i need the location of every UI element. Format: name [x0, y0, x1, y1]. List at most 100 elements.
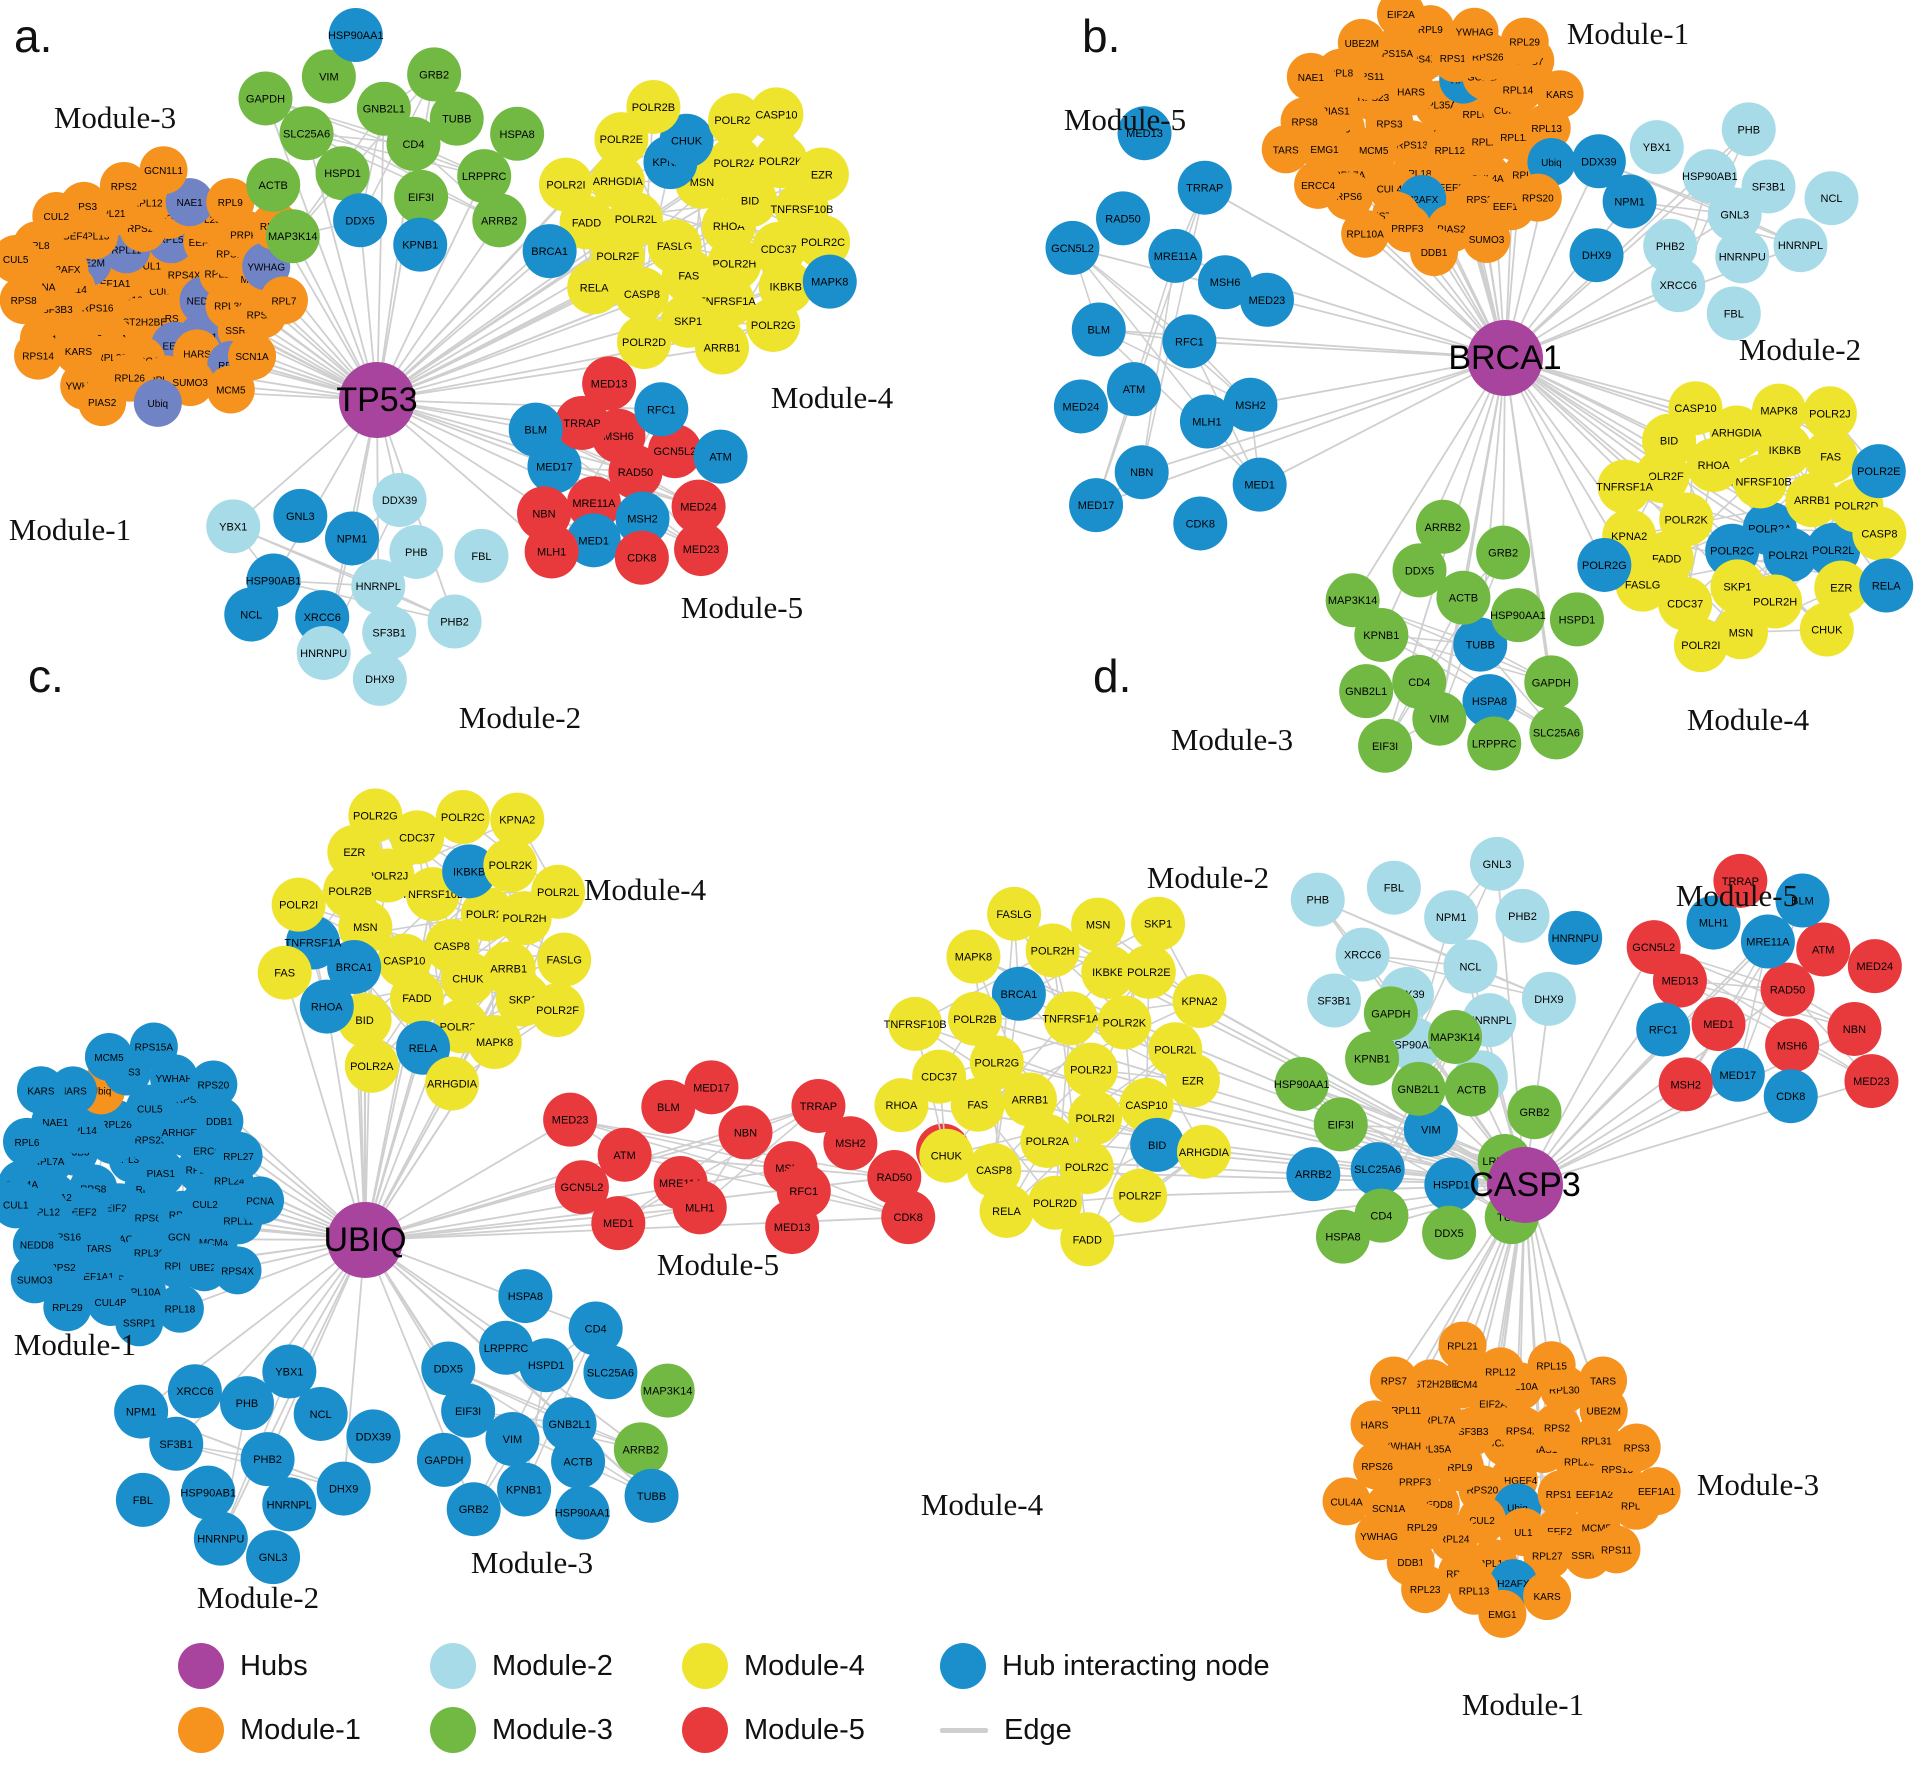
gene-label: YWHAG	[1360, 1532, 1398, 1543]
gene-node	[874, 1078, 929, 1133]
gene-node	[483, 838, 538, 893]
module-label: Module-2	[459, 700, 581, 735]
gene-label: RPS7	[1381, 1377, 1408, 1388]
gene-label: FASLG	[1625, 580, 1660, 592]
gene-node	[84, 1032, 133, 1081]
gene-label: RPS8	[1292, 117, 1319, 128]
gene-node	[490, 106, 545, 161]
gene-label: HNRNPL	[1778, 240, 1823, 252]
gene-node	[791, 1078, 846, 1133]
gene-label: DHX9	[1582, 250, 1611, 262]
gene-label: BLM	[524, 425, 547, 437]
gene-node	[1176, 1124, 1231, 1179]
gene-node	[1740, 914, 1795, 969]
gene-label: POLR2F	[596, 251, 639, 263]
gene-label: RPL21	[1447, 1342, 1478, 1353]
gene-label: SUMO3	[172, 378, 208, 389]
gene-node	[429, 91, 484, 146]
gene-label: EZR	[811, 169, 833, 181]
gene-label: MCM5	[94, 1053, 124, 1064]
gene-node	[1803, 429, 1858, 484]
gene-node	[327, 940, 382, 995]
gene-label: RAD50	[1105, 213, 1140, 225]
gene-label: ARHGDIA	[1712, 427, 1763, 439]
gene-label: MCM4	[199, 1238, 229, 1249]
gene-node	[167, 1364, 222, 1419]
gene-label: DDX39	[1581, 156, 1616, 168]
gene-node	[1721, 102, 1776, 157]
gene-label: UL1	[143, 261, 162, 272]
gene-node	[1020, 1113, 1075, 1168]
gene-label: PHB2	[253, 1454, 282, 1466]
gene-node	[1799, 602, 1854, 657]
gene-label: MSH6	[1777, 1040, 1808, 1052]
gene-label: RPL6	[14, 1138, 39, 1149]
gene-label: SKP1	[1723, 581, 1751, 593]
gene-label: PHB	[1306, 895, 1329, 907]
gene-node	[1453, 617, 1508, 672]
gene-label: POLR2K	[759, 156, 803, 168]
gene-label: CDK8	[894, 1212, 923, 1224]
gene-label: CASP10	[1674, 403, 1716, 415]
gene-node	[1476, 525, 1531, 580]
gene-node	[1071, 897, 1126, 952]
gene-node	[1569, 228, 1624, 283]
gene-label: RPS3	[1376, 119, 1403, 130]
module-label: Module-2	[1147, 860, 1269, 895]
gene-label: XRCC6	[1344, 950, 1381, 962]
edge	[292, 73, 435, 237]
gene-node	[1763, 527, 1818, 582]
gene-node	[1002, 1072, 1057, 1127]
gene-node	[262, 1477, 317, 1532]
gene-label: KARS	[1533, 1592, 1561, 1603]
gene-label: EMG1	[1310, 145, 1339, 156]
gene-label: NEDD8	[20, 1240, 54, 1251]
hub-edge	[325, 1006, 366, 1241]
gene-node	[389, 524, 444, 579]
gene-node	[1177, 160, 1232, 215]
gene-label: TARS	[85, 1244, 111, 1255]
gene-node	[1523, 1531, 1572, 1580]
gene-node	[1577, 537, 1632, 592]
gene-label: GAPDH	[246, 93, 285, 105]
gene-node	[0, 1180, 40, 1229]
gene-node	[991, 966, 1046, 1021]
gene-label: ACTB	[1449, 593, 1478, 605]
gene-label: RPS4X	[1404, 55, 1437, 66]
gene-node	[1444, 1062, 1499, 1117]
gene-node	[165, 178, 214, 227]
gene-node	[708, 136, 763, 191]
gene-node	[693, 429, 748, 484]
gene-node	[435, 790, 490, 845]
gene-label: LRPPRC	[462, 171, 507, 183]
gene-label: HSPA8	[1472, 696, 1507, 708]
gene-node	[912, 1049, 967, 1104]
gene-label: POLR2I	[279, 900, 318, 912]
gene-label: TNFRSF10B	[1729, 476, 1792, 488]
gene-node	[362, 605, 417, 660]
gene-node	[293, 1386, 348, 1441]
gene-node	[1527, 1341, 1576, 1390]
gene-label: CUL2	[1469, 1516, 1495, 1527]
gene-node	[352, 651, 407, 706]
gene-label: CUL4B	[1377, 184, 1410, 195]
gene-label: MRE11A	[1746, 937, 1790, 949]
gene-label: HARS	[1397, 88, 1425, 99]
gene-label: LRPPRC	[484, 1343, 529, 1355]
gene-node	[0, 235, 40, 283]
edge	[447, 1367, 642, 1451]
nodes: CASP8CASP10TNFRSF10BCHUKMSNPOLR2DFADDPOL…	[0, 788, 971, 1585]
gene-label: FAS	[678, 271, 699, 283]
gene-label: RPL26	[1564, 1457, 1595, 1468]
gene-label: FADD	[572, 217, 601, 229]
gene-label: EZR	[1830, 583, 1852, 595]
gene-node	[454, 528, 509, 583]
hub-edge	[264, 98, 378, 401]
gene-label: RPL31	[1581, 1436, 1612, 1447]
gene-label: RPS16	[82, 304, 114, 315]
gene-label: RPS14	[22, 352, 54, 363]
gene-node	[1713, 853, 1768, 908]
gene-node	[617, 315, 672, 370]
gene-label: MED23	[1249, 295, 1286, 307]
gene-label: HSPA8	[1325, 1232, 1360, 1244]
